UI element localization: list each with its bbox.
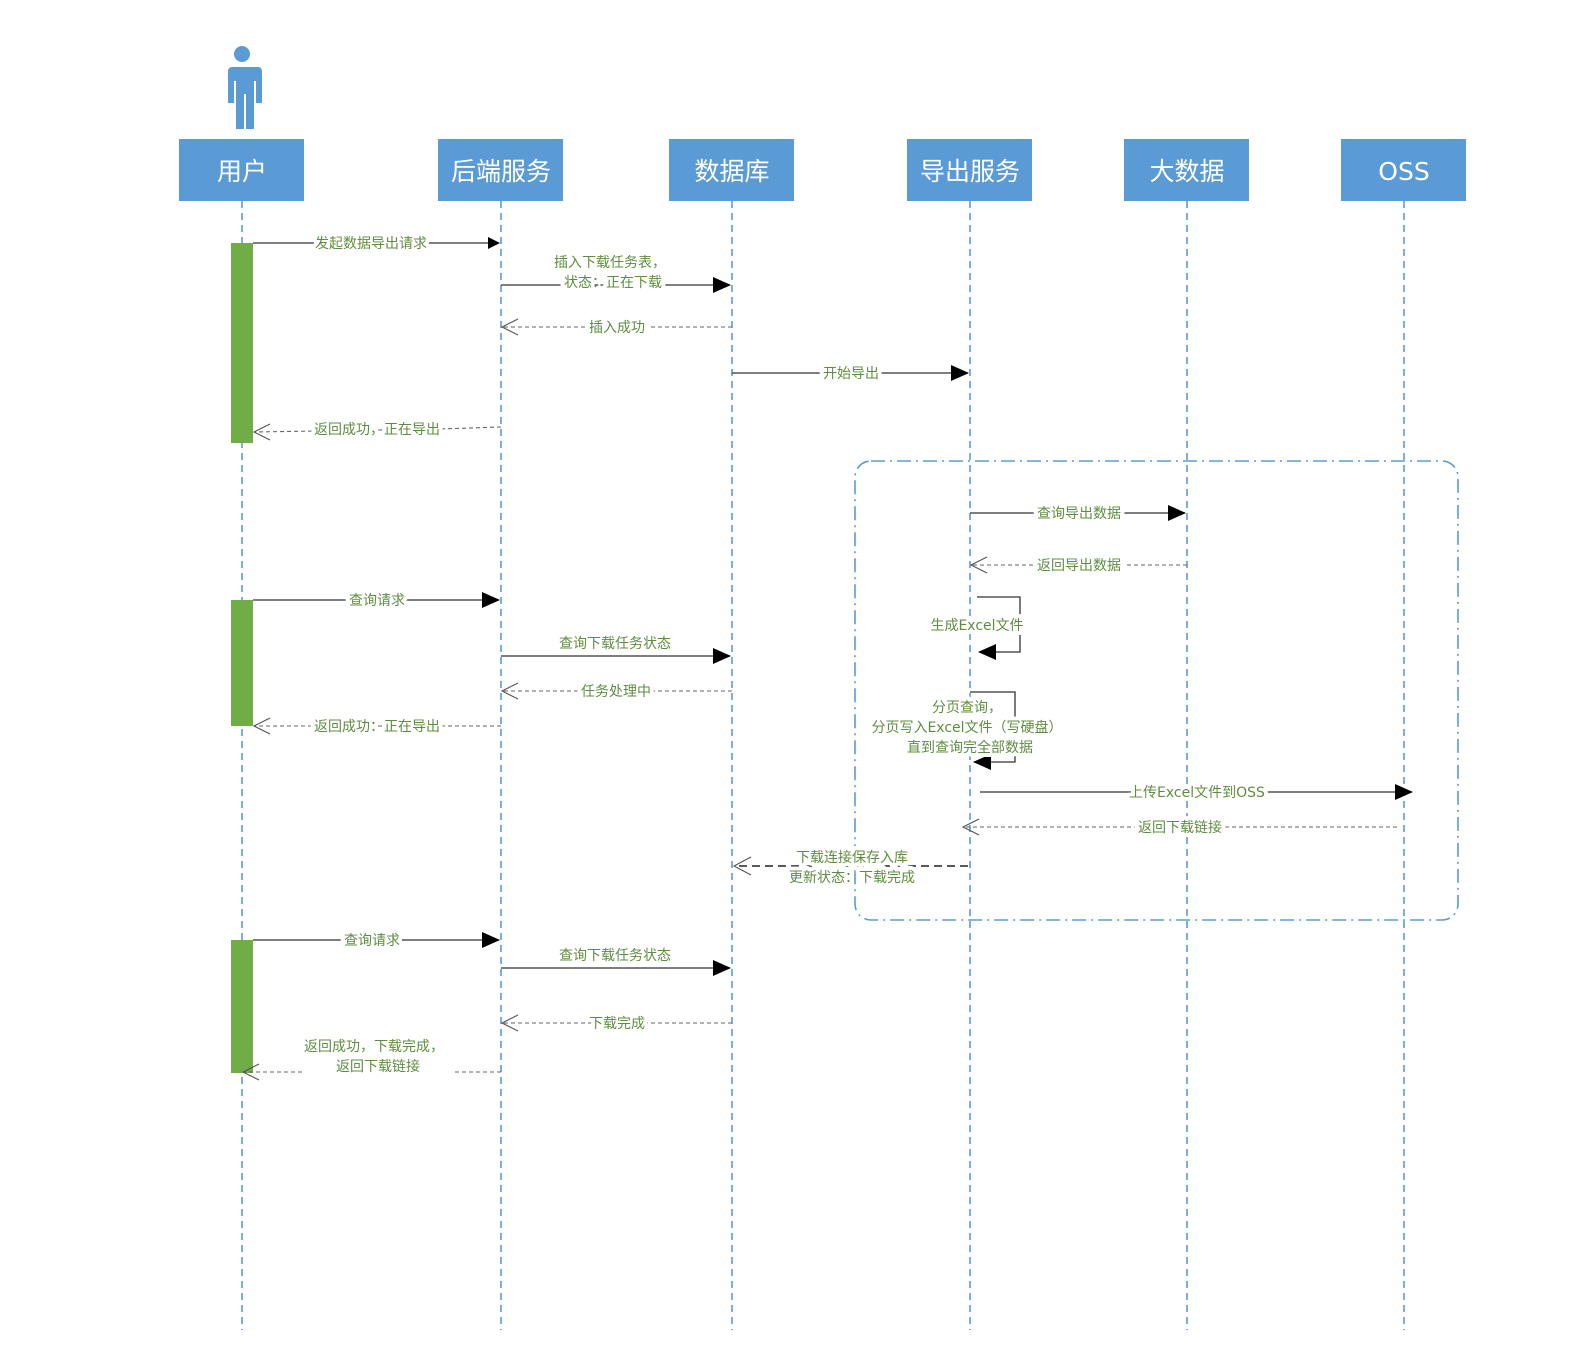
participant-label: 大数据 <box>1149 157 1224 186</box>
activation-bar <box>231 243 253 443</box>
svg-text:开始导出: 开始导出 <box>823 366 879 382</box>
svg-text:查询请求: 查询请求 <box>344 933 400 949</box>
participant-label: 数据库 <box>694 157 769 186</box>
participant-label: 后端服务 <box>451 157 551 186</box>
svg-text:查询下载任务状态: 查询下载任务状态 <box>559 636 671 652</box>
user-actor-icon <box>226 46 262 129</box>
activation-bar <box>231 600 253 726</box>
participant-user: 用户 <box>179 139 304 201</box>
message-16: 返回成功：正在导出 <box>252 715 501 739</box>
svg-text:分页写入Excel文件（写硬盘）: 分页写入Excel文件（写硬盘） <box>871 719 1062 736</box>
svg-text:返回成功：正在导出: 返回成功：正在导出 <box>314 719 440 735</box>
message-19: 下载完成 <box>500 1012 732 1036</box>
svg-text:上传Excel文件到OSS: 上传Excel文件到OSS <box>1129 785 1265 801</box>
svg-text:返回成功，正在导出: 返回成功，正在导出 <box>314 422 440 438</box>
svg-text:发起数据导出请求: 发起数据导出请求 <box>315 236 427 252</box>
message-17: 查询请求 <box>253 929 500 953</box>
svg-text:分页查询，: 分页查询， <box>932 700 1002 716</box>
svg-text:返回导出数据: 返回导出数据 <box>1037 558 1121 574</box>
svg-text:查询请求: 查询请求 <box>349 593 405 609</box>
svg-text:返回成功，下载完成，: 返回成功，下载完成， <box>304 1039 444 1055</box>
message-10: 上传Excel文件到OSS <box>980 781 1413 805</box>
svg-text:直到查询完全部数据: 直到查询完全部数据 <box>907 739 1033 756</box>
message-1: 发起数据导出请求 <box>253 232 500 256</box>
message-18: 查询下载任务状态 <box>501 944 731 976</box>
message-11: 返回下载链接 <box>961 815 1397 840</box>
message-14: 查询下载任务状态 <box>501 632 731 664</box>
svg-text:返回下载链接: 返回下载链接 <box>336 1058 420 1075</box>
svg-text:更新状态：下载完成: 更新状态：下载完成 <box>789 870 915 886</box>
svg-text:状态：正在下载: 状态：正在下载 <box>564 275 662 291</box>
message-20: 返回成功，下载完成， 返回下载链接 <box>241 1035 501 1081</box>
message-13: 查询请求 <box>253 589 500 613</box>
svg-text:下载连接保存入库: 下载连接保存入库 <box>796 849 908 866</box>
svg-text:返回下载链接: 返回下载链接 <box>1138 819 1222 836</box>
message-6: 查询导出数据 <box>970 502 1186 526</box>
svg-text:下载完成: 下载完成 <box>589 1016 645 1032</box>
message-3: 插入成功 <box>500 316 732 340</box>
svg-text:任务处理中: 任务处理中 <box>581 684 651 700</box>
message-9-self: 分页查询， 分页写入Excel文件（写硬盘） 直到查询完全部数据 <box>867 691 1067 770</box>
participant-database: 数据库 <box>669 139 794 201</box>
participant-bigdata: 大数据 <box>1124 139 1249 201</box>
svg-text:生成Excel文件: 生成Excel文件 <box>930 618 1023 634</box>
participant-oss: OSS <box>1341 139 1466 201</box>
message-7: 返回导出数据 <box>969 554 1187 578</box>
participant-label: OSS <box>1378 157 1429 186</box>
message-5: 返回成功，正在导出 <box>252 418 502 442</box>
message-4: 开始导出 <box>732 362 969 386</box>
activation-bar <box>231 940 253 1073</box>
loop-frame <box>854 460 1459 921</box>
participant-label: 用户 <box>217 157 267 186</box>
message-2: 插入下载任务表， 状态：正在下载 <box>501 251 731 295</box>
participant-label: 导出服务 <box>920 157 1020 186</box>
participant-export: 导出服务 <box>907 139 1032 201</box>
svg-text:插入下载任务表，: 插入下载任务表， <box>554 255 666 271</box>
message-8-self: 生成Excel文件 <box>926 596 1028 660</box>
participant-backend: 后端服务 <box>438 139 563 201</box>
svg-text:查询下载任务状态: 查询下载任务状态 <box>559 948 671 964</box>
svg-text:查询导出数据: 查询导出数据 <box>1037 506 1121 522</box>
lifelines <box>241 201 1405 1330</box>
svg-text:插入成功: 插入成功 <box>589 320 645 336</box>
message-15: 任务处理中 <box>500 680 732 704</box>
